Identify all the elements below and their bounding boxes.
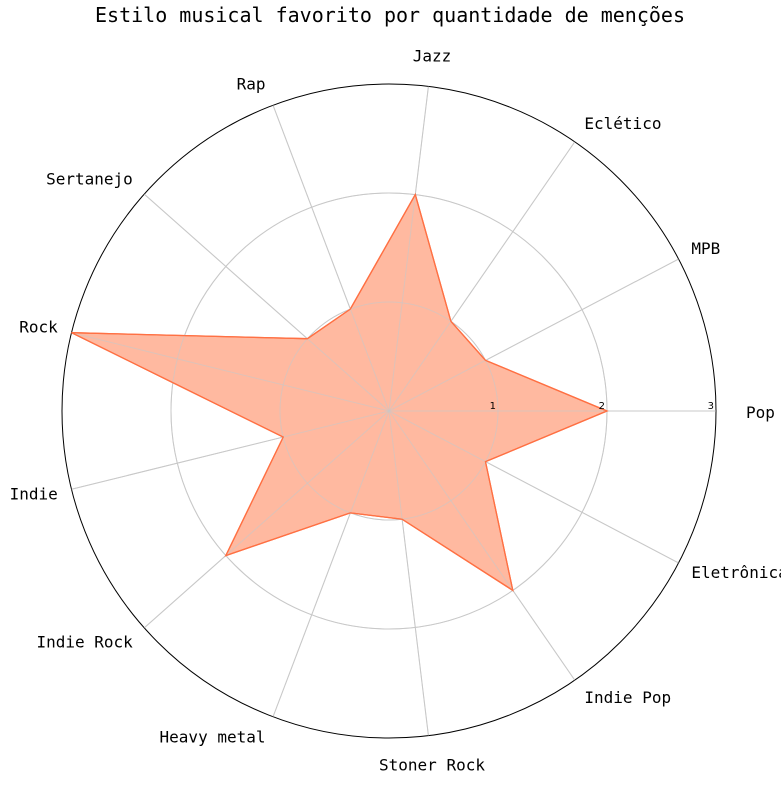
grid-circle-overlay <box>279 301 499 521</box>
chart-title: Estilo musical favorito por quantidade d… <box>95 3 685 27</box>
category-label: Indie Pop <box>584 688 671 707</box>
series-layer <box>71 86 716 736</box>
r-tick-label: 1 <box>490 401 496 412</box>
category-label: Stoner Rock <box>379 755 485 774</box>
spoke-overlay <box>143 410 390 629</box>
spoke-overlay <box>388 410 429 736</box>
spoke-overlay <box>71 332 390 412</box>
spoke-overlay <box>71 410 390 490</box>
spoke-overlay <box>388 258 679 412</box>
r-tick-label: 3 <box>708 401 714 412</box>
category-label: Rap <box>237 75 266 94</box>
spoke-overlay <box>388 141 576 412</box>
category-label: Heavy metal <box>160 727 266 746</box>
category-label: MPB <box>691 239 720 258</box>
category-label: Sertanejo <box>46 170 133 189</box>
category-label: Indie Rock <box>36 632 133 651</box>
spoke-overlay <box>272 105 390 412</box>
label-layer: 1 2 3 Pop MPB Eclético Jazz Rap Sertanejo Rock Ind… <box>10 47 781 775</box>
category-label: Eclético <box>584 114 661 133</box>
series-area <box>71 192 609 592</box>
spoke-overlay <box>388 410 576 681</box>
spoke-overlay <box>143 193 390 412</box>
category-label: Indie <box>10 485 58 504</box>
spoke-overlay <box>388 86 429 412</box>
category-label: Rock <box>19 318 58 337</box>
spoke-overlay <box>388 410 679 564</box>
category-label: Pop <box>746 403 775 422</box>
spoke-overlay <box>272 410 390 717</box>
r-tick-label: 2 <box>599 401 605 412</box>
series-outline <box>71 192 609 592</box>
category-label: Jazz <box>413 47 452 66</box>
category-label: Eletrônica <box>691 563 781 582</box>
